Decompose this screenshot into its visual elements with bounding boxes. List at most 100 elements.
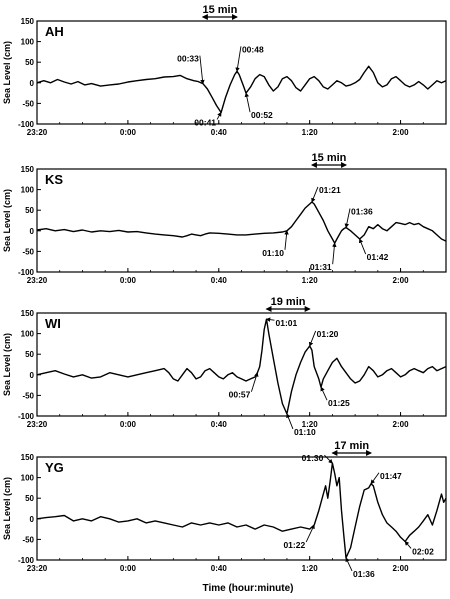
annotation-arrow: [265, 317, 275, 322]
annotation-label: 00:33: [177, 54, 199, 64]
annotation-arrow: [244, 92, 251, 113]
y-tick-label: -50: [22, 391, 34, 400]
station-label: WI: [45, 316, 61, 331]
x-tick-label: 1:20: [302, 276, 319, 285]
plot-frame: [36, 20, 447, 125]
x-tick-label: 0:00: [120, 564, 137, 573]
interval-label: 17 min: [334, 440, 369, 452]
annotation-label: 01:21: [319, 185, 341, 195]
annotation-label: 00:57: [229, 390, 251, 400]
y-axis-label: Sea Level (cm): [2, 333, 12, 396]
x-tick-label: 2:00: [393, 564, 410, 573]
annotation-label: 01:30: [302, 453, 324, 463]
y-tick-label: 0: [30, 227, 35, 236]
station-label: KS: [45, 172, 63, 187]
x-tick-label: 0:40: [211, 564, 228, 573]
annotation-label: 00:52: [251, 110, 273, 120]
x-tick-label: 0:00: [120, 420, 137, 429]
annotation-label: 01:22: [283, 540, 305, 550]
x-tick-label: 0:40: [211, 276, 228, 285]
annotation-label: 01:01: [275, 318, 297, 328]
annotation-label: 01:10: [294, 427, 316, 437]
y-tick-label: 50: [25, 350, 34, 359]
x-tick-label: 0:40: [211, 128, 228, 137]
y-tick-label: 0: [30, 515, 35, 524]
x-tick-label: 2:00: [393, 128, 410, 137]
x-tick-label: 1:20: [302, 128, 319, 137]
y-tick-label: 50: [25, 206, 34, 215]
annotation-arrow: [308, 330, 317, 347]
panel-ah: -100 -50 0 50 100 150 23:20 0:00 0:40 1:20 2:00 Sea…: [2, 4, 447, 137]
annotation-arrow: [235, 46, 242, 73]
panel-wi: -100 -50 0 50 100 150 23:20 0:00 0:40 1:20 2:00 Sea…: [2, 296, 447, 437]
station-label: YG: [45, 460, 64, 475]
y-tick-label: 150: [21, 165, 35, 174]
sea-level-line: [36, 65, 447, 114]
y-tick-label: -100: [18, 120, 35, 129]
sea-level-line: [36, 318, 447, 415]
annotation-arrow: [286, 413, 294, 430]
annotation-arrow: [250, 372, 259, 392]
y-tick-label: -50: [22, 99, 34, 108]
y-axis-label: Sea Level (cm): [2, 189, 12, 252]
annotation-arrow: [332, 242, 337, 265]
x-tick-label: 1:20: [302, 564, 319, 573]
annotation-arrow: [370, 472, 380, 485]
x-tick-label: 23:20: [27, 128, 48, 137]
panel-ks: -100 -50 0 50 100 150 23:20 0:00 0:40 1:20 2:00 Sea…: [2, 152, 447, 285]
annotation-arrow: [199, 55, 205, 85]
y-tick-label: 150: [21, 309, 35, 318]
station-label: AH: [45, 24, 64, 39]
annotation-label: 01:20: [317, 329, 339, 339]
x-axis-label: Time (hour:minute): [203, 583, 294, 594]
y-axis-label: Sea Level (cm): [2, 41, 12, 104]
y-tick-label: 100: [21, 474, 35, 483]
annotation-label: 01:36: [351, 207, 373, 217]
annotation-label: 00:41: [194, 117, 216, 127]
annotation-label: 01:42: [367, 252, 389, 262]
x-tick-label: 23:20: [27, 276, 48, 285]
x-tick-label: 0:00: [120, 276, 137, 285]
annotation-arrow: [404, 540, 412, 549]
y-tick-label: 150: [21, 453, 35, 462]
interval-label: 15 min: [202, 4, 237, 16]
annotation-label: 01:31: [310, 262, 332, 272]
y-tick-label: -50: [22, 535, 34, 544]
x-tick-label: 0:40: [211, 420, 228, 429]
y-tick-label: -100: [18, 268, 35, 277]
annotation-arrow: [345, 557, 353, 572]
annotation-arrow: [305, 524, 315, 543]
annotation-arrow: [320, 386, 328, 401]
y-tick-label: -50: [22, 247, 34, 256]
x-tick-label: 1:20: [302, 420, 319, 429]
y-tick-label: 0: [30, 79, 35, 88]
annotation-label: 01:36: [353, 569, 375, 579]
annotation-arrow: [311, 186, 319, 203]
interval-label: 19 min: [271, 296, 306, 308]
y-tick-label: -100: [18, 556, 35, 565]
interval-label: 15 min: [312, 152, 347, 164]
y-tick-label: 0: [30, 371, 35, 380]
annotation-arrow: [344, 208, 351, 229]
x-tick-label: 0:00: [120, 128, 137, 137]
y-tick-label: -100: [18, 412, 35, 421]
y-tick-label: 50: [25, 58, 34, 67]
annotation-arrow: [216, 111, 222, 120]
x-tick-label: 23:20: [27, 564, 48, 573]
sea-level-line: [36, 462, 447, 559]
x-tick-label: 2:00: [393, 276, 410, 285]
plot-frame: [36, 312, 447, 417]
annotation-arrow: [358, 238, 367, 255]
x-tick-label: 2:00: [393, 420, 410, 429]
panel-yg: -100 -50 0 50 100 150 23:20 0:00 0:40 1:20 2:00 Sea…: [2, 440, 447, 579]
annotation-arrow: [324, 454, 333, 464]
sea-level-line: [36, 201, 447, 244]
annotation-label: 00:48: [242, 44, 264, 54]
y-axis-label: Sea Level (cm): [2, 477, 12, 540]
y-tick-label: 150: [21, 17, 35, 26]
x-tick-label: 23:20: [27, 420, 48, 429]
y-tick-label: 50: [25, 494, 34, 503]
y-tick-label: 100: [21, 330, 35, 339]
annotation-label: 02:02: [412, 546, 434, 556]
